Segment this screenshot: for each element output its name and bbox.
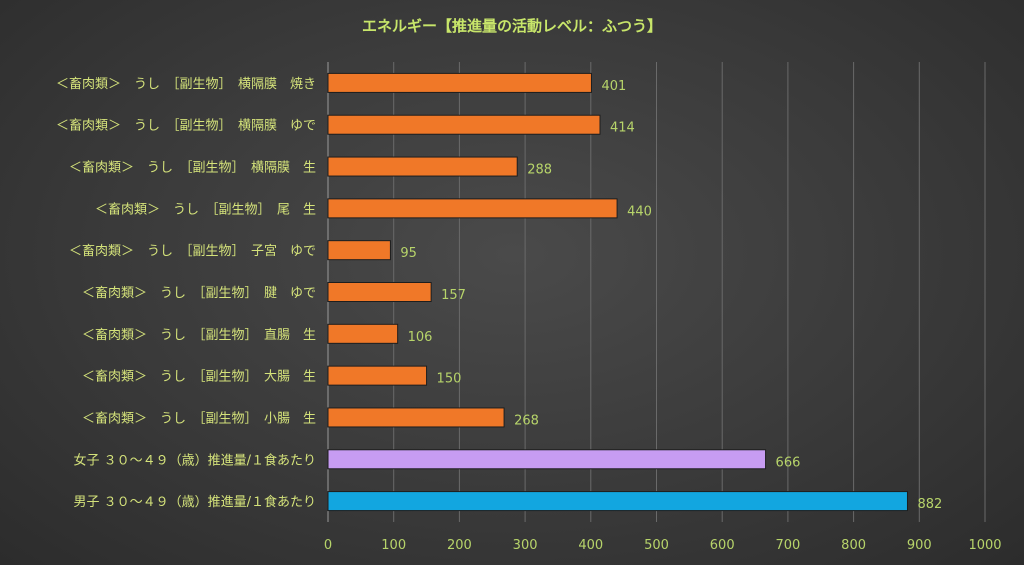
data-label: 106: [408, 330, 433, 345]
category-label: ＜畜肉類＞ うし ［副生物］ 腱 ゆで: [82, 285, 316, 301]
data-label: 95: [400, 246, 417, 261]
bar: [327, 407, 505, 428]
category-label: ＜畜肉類＞ うし ［副生物］ 尾 生: [95, 201, 316, 217]
category-label: ＜畜肉類＞ うし ［副生物］ 横隔膜 生: [69, 160, 316, 176]
data-label: 401: [601, 79, 626, 94]
data-label: 157: [441, 288, 466, 303]
bar: [327, 240, 391, 261]
category-label: 女子 ３０～４９（歳）推進量/１食あたり: [73, 452, 316, 468]
category-label: 男子 ３０～４９（歳）推進量/１食あたり: [73, 494, 316, 510]
bar: [327, 323, 399, 344]
gridlines: [327, 62, 986, 522]
x-tick-label: 900: [907, 538, 932, 553]
category-label: ＜畜肉類＞ うし ［副生物］ 直腸 生: [82, 327, 316, 343]
bars: [327, 72, 908, 512]
data-label: 666: [776, 455, 801, 470]
data-label: 150: [437, 372, 462, 387]
category-labels: ＜畜肉類＞ うし ［副生物］ 横隔膜 焼き ＜畜肉類＞ うし ［副生物］ 横隔膜 …: [56, 76, 316, 510]
x-tick-label: 0: [324, 538, 332, 553]
x-tick-label: 700: [775, 538, 800, 553]
data-label: 882: [917, 497, 942, 512]
chart-title: エネルギー【推進量の活動レベル：ふつう】: [362, 17, 662, 35]
data-label: 288: [527, 163, 552, 178]
category-label: ＜畜肉類＞ うし ［副生物］ 大腸 生: [82, 369, 316, 385]
category-label: ＜畜肉類＞ うし ［副生物］ 横隔膜 焼き: [56, 76, 316, 92]
category-label: ＜畜肉類＞ うし ［副生物］ 子宮 ゆで: [69, 243, 316, 259]
x-tick-label: 500: [644, 538, 669, 553]
bar: [327, 491, 908, 512]
data-label: 440: [627, 204, 652, 219]
bar: [327, 365, 428, 386]
x-tick-label: 1000: [968, 538, 1001, 553]
category-label: ＜畜肉類＞ うし ［副生物］ 小腸 生: [82, 410, 316, 426]
x-tick-label: 200: [447, 538, 472, 553]
category-label: ＜畜肉類＞ うし ［副生物］ 横隔膜 ゆで: [56, 118, 316, 134]
value-labels: 401 414 288 440 95 157 106 150 268 666 882: [400, 79, 942, 512]
bar: [327, 156, 518, 177]
bar: [327, 449, 767, 470]
data-label: 268: [514, 413, 539, 428]
x-tick-label: 300: [513, 538, 538, 553]
data-label: 414: [610, 121, 635, 136]
x-tick-label: 600: [710, 538, 735, 553]
bar: [327, 198, 618, 219]
x-tick-label: 400: [578, 538, 603, 553]
bar: [327, 72, 592, 93]
x-tick-label: 100: [381, 538, 406, 553]
x-axis-tick-labels: 0 100 200 300 400 500 600 700 800 900 1000: [324, 538, 1002, 553]
bar: [327, 114, 601, 135]
x-tick-label: 800: [841, 538, 866, 553]
bar: [327, 282, 432, 302]
